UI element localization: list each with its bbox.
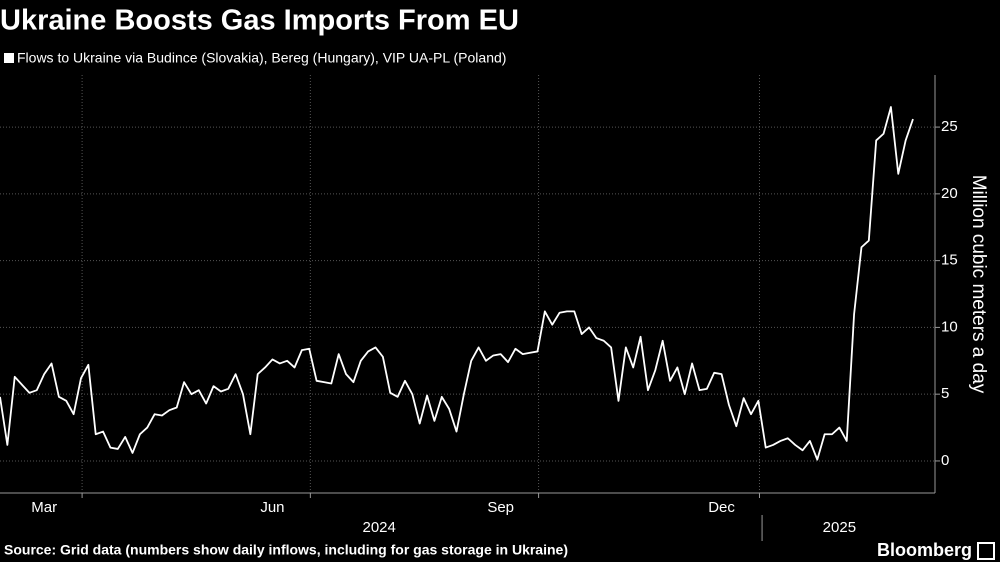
y-axis-title: Million cubic meters a day	[968, 175, 989, 394]
y-tick-label: 20	[941, 185, 958, 202]
x-tick-label: Mar	[31, 499, 57, 516]
y-tick-label: 25	[941, 118, 958, 135]
x-group-label: 2024	[363, 519, 396, 536]
x-tick-label: Sep	[487, 499, 514, 516]
y-tick-label: 0	[941, 452, 949, 469]
legend-label: Flows to Ukraine via Budince (Slovakia),…	[17, 50, 506, 66]
x-group-label: 2025	[823, 519, 856, 536]
legend-swatch	[4, 53, 14, 63]
y-tick-label: 15	[941, 252, 958, 269]
source-note: Source: Grid data (numbers show daily in…	[4, 542, 568, 558]
chart-title: Ukraine Boosts Gas Imports From EU	[0, 5, 519, 37]
brand-icon	[977, 542, 995, 560]
series-line	[0, 106, 914, 461]
x-tick-label: Dec	[708, 499, 735, 516]
y-tick-label: 10	[941, 318, 958, 335]
x-tick-label: Jun	[260, 499, 284, 516]
y-tick-label: 5	[941, 385, 949, 402]
brand-logo: Bloomberg	[877, 540, 972, 560]
